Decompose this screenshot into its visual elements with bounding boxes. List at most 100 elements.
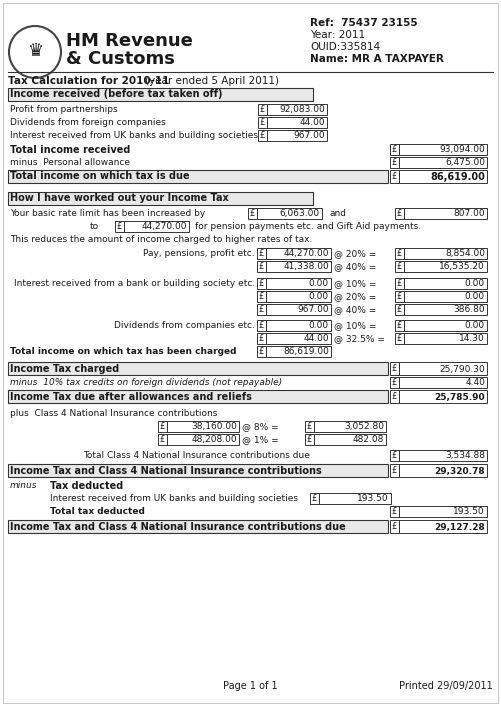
Text: £: £ <box>259 118 264 127</box>
Text: Profit from partnerships: Profit from partnerships <box>10 105 118 114</box>
Text: 38,160.00: 38,160.00 <box>191 422 237 431</box>
Bar <box>167 434 239 445</box>
Bar <box>314 434 386 445</box>
Text: plus  Class 4 National Insurance contributions: plus Class 4 National Insurance contribu… <box>10 409 217 418</box>
Text: £: £ <box>396 249 401 258</box>
Text: Total income on which tax is due: Total income on which tax is due <box>10 171 189 181</box>
Text: £: £ <box>396 292 401 301</box>
Text: Tax deducted: Tax deducted <box>50 481 123 491</box>
Text: Your basic rate limit has been increased by: Your basic rate limit has been increased… <box>10 209 205 218</box>
Bar <box>266 261 331 272</box>
Text: Total income on which tax has been charged: Total income on which tax has been charg… <box>10 347 236 356</box>
Bar <box>404 208 487 219</box>
Text: @ 20% =: @ 20% = <box>334 292 376 301</box>
Text: £: £ <box>391 507 396 516</box>
Bar <box>257 320 266 331</box>
Bar <box>257 333 266 344</box>
Bar <box>390 520 399 533</box>
Bar <box>395 333 404 344</box>
Text: £: £ <box>258 249 263 258</box>
Text: £: £ <box>396 279 401 288</box>
Bar <box>8 390 388 403</box>
Bar <box>8 362 388 375</box>
Text: 4.40: 4.40 <box>465 378 485 387</box>
Text: Year: 2011: Year: 2011 <box>310 30 365 40</box>
Text: minus: minus <box>10 481 38 490</box>
Text: £: £ <box>249 209 254 218</box>
Text: £: £ <box>391 392 396 401</box>
Text: 86,619.00: 86,619.00 <box>283 347 329 356</box>
Text: Income received (before tax taken off): Income received (before tax taken off) <box>10 89 222 99</box>
Bar <box>399 390 487 403</box>
Text: OUID:335814: OUID:335814 <box>310 42 380 52</box>
Text: £: £ <box>391 145 396 154</box>
Bar <box>266 278 331 289</box>
Bar <box>305 421 314 432</box>
Bar <box>257 248 266 259</box>
Text: (year ended 5 April 2011): (year ended 5 April 2011) <box>145 76 279 86</box>
Bar <box>390 377 399 388</box>
Text: 92,083.00: 92,083.00 <box>279 105 325 114</box>
Text: minus  10% tax credits on foreign dividends (not repayable): minus 10% tax credits on foreign dividen… <box>10 378 282 387</box>
Bar <box>8 520 388 533</box>
Text: £: £ <box>396 209 401 218</box>
Bar <box>395 320 404 331</box>
Text: Income Tax charged: Income Tax charged <box>10 364 119 374</box>
Bar <box>310 493 319 504</box>
Text: £: £ <box>396 262 401 271</box>
Text: 0.00: 0.00 <box>465 279 485 288</box>
Text: £: £ <box>391 522 396 531</box>
Bar <box>399 450 487 461</box>
Text: 193.50: 193.50 <box>357 494 389 503</box>
Text: & Customs: & Customs <box>66 50 175 68</box>
Bar <box>399 506 487 517</box>
Bar <box>258 130 267 141</box>
Bar <box>266 248 331 259</box>
Bar <box>399 170 487 183</box>
Text: £: £ <box>259 105 264 114</box>
Bar <box>390 506 399 517</box>
Text: £: £ <box>391 172 396 181</box>
Text: £: £ <box>391 364 396 373</box>
Bar <box>257 278 266 289</box>
Text: @ 40% =: @ 40% = <box>334 305 376 314</box>
Text: 93,094.00: 93,094.00 <box>439 145 485 154</box>
Bar <box>395 278 404 289</box>
Bar <box>115 221 124 232</box>
Text: Name: MR A TAXPAYER: Name: MR A TAXPAYER <box>310 54 444 64</box>
Text: £: £ <box>259 131 264 140</box>
Bar <box>258 104 267 115</box>
Bar <box>399 144 487 155</box>
Text: £: £ <box>258 279 263 288</box>
Text: 44.00: 44.00 <box>304 334 329 343</box>
Text: ♛: ♛ <box>27 42 43 60</box>
Text: £: £ <box>258 347 263 356</box>
Bar <box>267 130 327 141</box>
Bar <box>257 261 266 272</box>
Bar <box>390 450 399 461</box>
Bar <box>399 520 487 533</box>
Bar <box>404 248 487 259</box>
Bar <box>267 104 327 115</box>
Text: @ 10% =: @ 10% = <box>334 279 376 288</box>
Text: 44,270.00: 44,270.00 <box>141 222 187 231</box>
Text: Tax Calculation for 2010-11: Tax Calculation for 2010-11 <box>8 76 169 86</box>
Bar <box>266 304 331 315</box>
Text: £: £ <box>159 435 164 444</box>
Bar <box>248 208 257 219</box>
Text: @ 1% =: @ 1% = <box>242 435 279 444</box>
Bar <box>257 304 266 315</box>
Text: Dividends from companies etc.: Dividends from companies etc. <box>114 321 255 330</box>
Text: Income Tax and Class 4 National Insurance contributions: Income Tax and Class 4 National Insuranc… <box>10 466 322 476</box>
Bar <box>257 291 266 302</box>
Text: 0.00: 0.00 <box>309 321 329 330</box>
Bar <box>158 434 167 445</box>
Text: 0.00: 0.00 <box>465 321 485 330</box>
Text: HM Revenue: HM Revenue <box>66 32 193 50</box>
Text: minus  Personal allowance: minus Personal allowance <box>10 158 130 167</box>
Bar <box>395 248 404 259</box>
Text: 6,475.00: 6,475.00 <box>445 158 485 167</box>
Bar <box>399 464 487 477</box>
Bar <box>266 291 331 302</box>
Bar <box>399 157 487 168</box>
